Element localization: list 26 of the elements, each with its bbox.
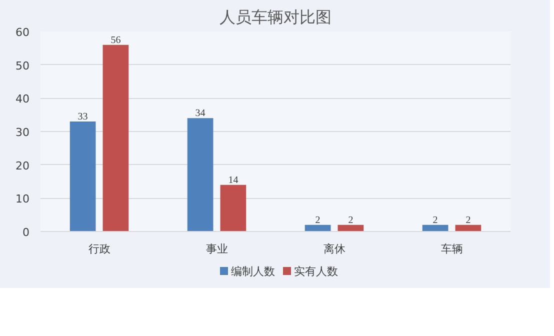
x-tick-label: 事业 (206, 242, 228, 256)
legend-label: 实有人数 (294, 265, 338, 278)
data-label: 2 (466, 214, 471, 226)
x-tick-label: 离休 (323, 242, 346, 256)
y-tick-label: 30 (16, 126, 30, 139)
chart-title: 人员车辆对比图 (220, 8, 332, 26)
data-label: 33 (78, 112, 88, 122)
data-label: 2 (432, 214, 438, 226)
data-label: 2 (315, 214, 320, 226)
data-label: 14 (228, 174, 238, 186)
legend-label: 编制人数 (231, 265, 275, 278)
x-tick-label: 行政 (88, 242, 110, 256)
y-tick-label: 10 (16, 192, 30, 206)
bar (70, 122, 96, 232)
data-label: 2 (348, 214, 354, 226)
bar (187, 118, 214, 232)
bar (220, 184, 246, 232)
data-label: 56 (110, 34, 121, 46)
data-label: 34 (195, 108, 206, 120)
y-tick-label: 0 (22, 226, 30, 239)
y-tick-label: 60 (16, 26, 30, 39)
bar (102, 44, 129, 232)
y-tick-label: 50 (16, 59, 30, 72)
y-tick-label: 40 (16, 92, 30, 106)
y-tick-label: 20 (16, 159, 30, 172)
x-tick-label: 车辆 (440, 242, 463, 256)
